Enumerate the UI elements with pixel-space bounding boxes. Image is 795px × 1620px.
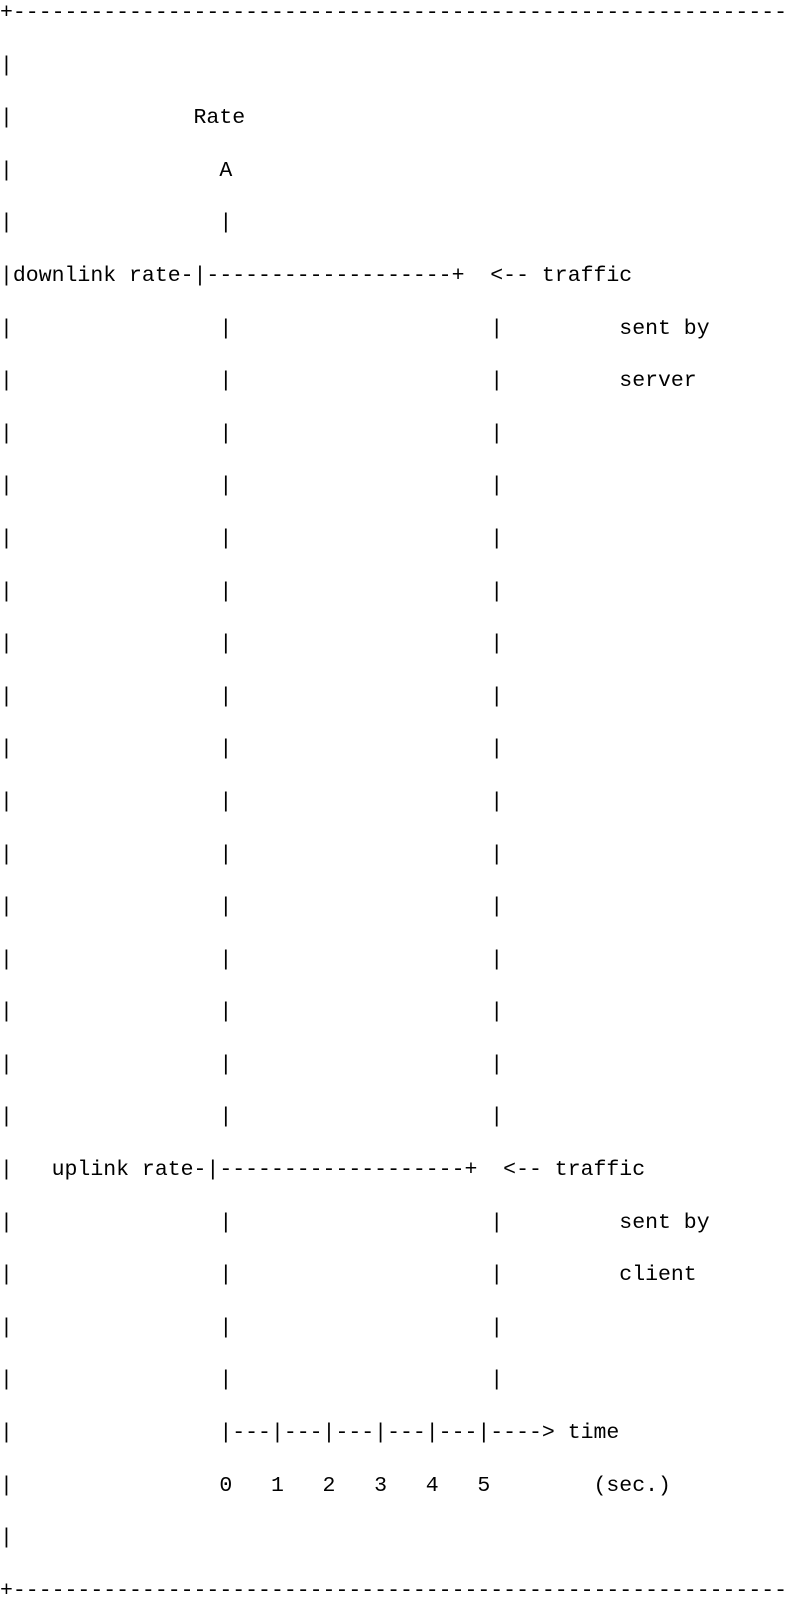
downlink-rate-line: |downlink rate-|-------------------+ <--…: [0, 263, 633, 288]
diagram-line: | | |: [0, 684, 504, 709]
diagram-line: | | |: [0, 526, 504, 551]
diagram-line: | | |: [0, 1315, 504, 1340]
y-axis-arrowhead: | A: [0, 158, 233, 183]
diagram-border-bottom: +---------------------------------------…: [0, 1578, 788, 1603]
diagram-line: | | |: [0, 1105, 504, 1130]
time-axis-tick-labels: | 0 1 2 3 4 5 (sec.): [0, 1473, 671, 1498]
diagram-line: | | |: [0, 474, 504, 499]
diagram-line: | | |: [0, 1052, 504, 1077]
diagram-line: | |: [0, 211, 233, 236]
diagram-line: | | |: [0, 421, 504, 446]
diagram-line: | | |: [0, 632, 504, 657]
diagram-border-top: +---------------------------------------…: [0, 1, 788, 25]
server-annotation-line: | | | server: [0, 369, 697, 394]
diagram-line: | | |: [0, 1368, 504, 1393]
diagram-line: | | |: [0, 947, 504, 972]
y-axis-label: | Rate: [0, 106, 246, 131]
time-axis-line: | |---|---|---|---|---|----> time: [0, 1421, 620, 1446]
diagram-line: | | |: [0, 579, 504, 604]
client-annotation-line: | | | client: [0, 1263, 697, 1288]
uplink-rate-line: | uplink rate-|-------------------+ <-- …: [0, 1158, 646, 1183]
diagram-line: | | |: [0, 895, 504, 920]
diagram-line: | | |: [0, 842, 504, 867]
diagram-line: |: [0, 53, 13, 78]
diagram-line: | | |: [0, 737, 504, 762]
diagram-line: | | |: [0, 789, 504, 814]
server-annotation-line: | | | sent by: [0, 316, 710, 341]
client-annotation-line: | | | sent by: [0, 1210, 710, 1235]
diagram-line: | | |: [0, 1000, 504, 1025]
diagram-line: |: [0, 1526, 13, 1551]
